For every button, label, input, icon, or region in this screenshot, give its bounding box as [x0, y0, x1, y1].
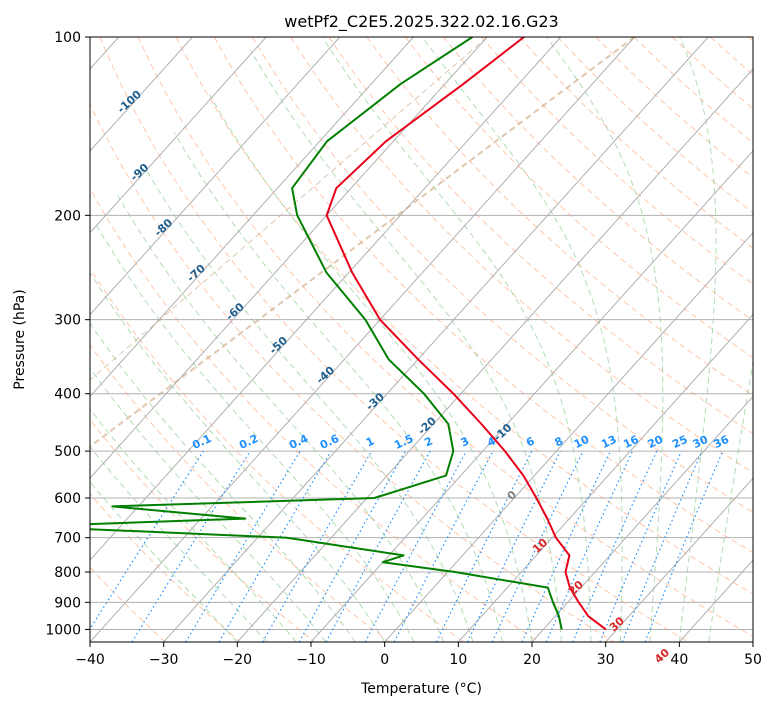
- x-tick-label: 20: [523, 652, 541, 668]
- y-tick-label: 900: [54, 595, 81, 611]
- moist-adiabat: [421, 37, 623, 642]
- moist-adiabat: [90, 481, 238, 642]
- isotherm-line: [236, 68, 753, 642]
- moist-adiabat: [90, 367, 327, 642]
- dry-adiabat: [90, 566, 166, 642]
- dry-adiabat: [290, 37, 753, 474]
- dry-adiabat: [213, 37, 753, 554]
- mixing-ratio-line: [131, 450, 251, 642]
- x-tick-label: −30: [149, 652, 179, 668]
- mixing-ratio-line: [185, 450, 301, 642]
- isotherm-line: [605, 477, 753, 642]
- isotherm-label: 40: [652, 646, 672, 666]
- mixing-ratio-line: [364, 450, 467, 642]
- isotherm-line: [90, 37, 267, 234]
- mixing-ratio-label: 30: [691, 433, 711, 451]
- mixing-ratio-line: [466, 450, 561, 642]
- x-axis-title: Temperature (°C): [360, 681, 482, 697]
- moist-adiabat: [90, 271, 386, 642]
- isotherm-line: [531, 395, 753, 642]
- y-tick-label: 1000: [45, 622, 81, 638]
- moist-adiabat: [546, 37, 664, 642]
- isotherm-line: [90, 37, 193, 152]
- chart-title: wetPf2_C2E5.2025.322.02.16.G23: [284, 12, 558, 32]
- x-tick-label: −40: [75, 652, 105, 668]
- mixing-ratio-line: [218, 450, 332, 642]
- x-tick-label: −10: [296, 652, 326, 668]
- isotherm-line: [90, 37, 635, 642]
- isotherm-line: [90, 37, 414, 398]
- dewpoint-profile: [90, 37, 563, 630]
- moist-adiabat: [93, 221, 415, 642]
- y-tick-label: 600: [54, 491, 81, 507]
- isotherm-line: [457, 313, 753, 642]
- plot-background: [90, 37, 753, 642]
- moist-adiabat: [322, 37, 592, 642]
- moist-adiabat: [708, 358, 753, 642]
- isotherm-line: [90, 37, 341, 316]
- isotherm-line: [310, 150, 753, 642]
- x-tick-label: 0: [380, 652, 389, 668]
- moist-adiabat: [249, 49, 562, 642]
- mixing-ratio-line: [325, 450, 431, 642]
- mixing-ratio-label: 13: [599, 433, 618, 451]
- mixing-ratio-line: [491, 450, 584, 642]
- temperature-profile: [325, 37, 607, 631]
- mixing-ratio-line: [90, 450, 204, 631]
- dry-adiabat: [442, 37, 753, 322]
- moist-adiabat: [678, 37, 717, 642]
- isotherm-line: [90, 37, 488, 480]
- x-tick-label: 50: [744, 652, 762, 668]
- dry-adiabat: [137, 37, 753, 637]
- moist-adiabat: [208, 94, 533, 642]
- y-tick-label: 500: [54, 444, 81, 460]
- moist-adiabat: [117, 195, 445, 642]
- y-tick-label: 400: [54, 387, 81, 403]
- dry-adiabat: [90, 187, 540, 642]
- mixing-ratio-label: 36: [712, 433, 732, 451]
- dry-adiabat: [251, 37, 753, 513]
- isotherm-line: [90, 37, 562, 561]
- y-tick-label: 800: [54, 565, 81, 581]
- dry-adiabat: [481, 37, 753, 285]
- isotherm-line: [384, 231, 753, 642]
- axis-ticks: −40 −30 −20 −10 0 10 20 30 40 50 100 200 300 400 500 60…: [45, 30, 762, 668]
- dry-adiabat: [90, 267, 465, 642]
- mixing-ratio-label: 10: [572, 433, 592, 451]
- x-tick-label: 30: [597, 652, 615, 668]
- x-tick-label: −20: [223, 652, 253, 668]
- dry-adiabat: [90, 103, 614, 642]
- dry-adiabat: [90, 418, 316, 642]
- mixing-ratio-line: [521, 450, 611, 642]
- dry-adiabat: [404, 37, 753, 359]
- y-axis-title: Pressure (hPa): [12, 289, 28, 389]
- x-tick-label: 40: [670, 652, 688, 668]
- y-tick-label: 300: [54, 313, 81, 329]
- moist-adiabat: [143, 165, 474, 642]
- isotherm-line: [163, 37, 709, 642]
- moist-adiabat: [90, 322, 356, 642]
- y-tick-label: 100: [54, 30, 81, 46]
- dry-adiabat: [99, 37, 689, 642]
- saturation-curve: [90, 37, 488, 381]
- background-lines: [90, 37, 753, 642]
- isotherm-line: [752, 641, 753, 642]
- mixing-ratio-label: 20: [646, 433, 666, 451]
- y-tick-label: 700: [54, 531, 81, 547]
- x-tick-label: 10: [449, 652, 467, 668]
- mixing-ratio-label: 16: [621, 433, 641, 451]
- y-tick-label: 200: [54, 208, 81, 224]
- sounding-profiles: [90, 37, 607, 631]
- mixing-ratio-label: 25: [670, 433, 689, 451]
- dry-adiabat: [90, 493, 241, 642]
- dry-adiabat: [175, 37, 753, 595]
- plot-frame: [89, 36, 754, 643]
